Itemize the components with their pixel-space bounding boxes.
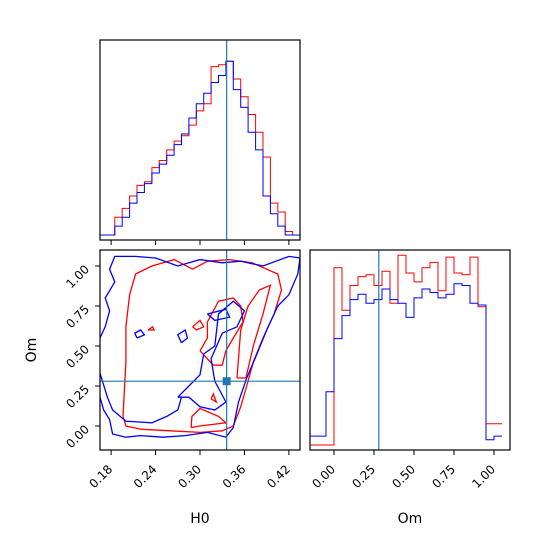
x-tick-label: 0.30 — [175, 462, 204, 491]
histogram-series-2 — [100, 60, 300, 236]
panel-h0-histogram — [99, 39, 301, 245]
contour-series-1-line-7 — [236, 284, 272, 379]
contour-series-1-line-4 — [147, 325, 156, 331]
x-tick-label: 1.00 — [469, 462, 498, 491]
y-tick-label: 0.25 — [63, 382, 92, 411]
y-tick-label: 0.00 — [63, 422, 92, 451]
contour-series-2-line-3 — [177, 300, 246, 411]
y-axis-label: Om — [24, 338, 40, 363]
x-tick-label: 0.00 — [309, 462, 338, 491]
panel-2d-contour: 0.18 0.24 0.30 0.36 0.42 0.00 0.25 0.50 0.75 1.0… — [24, 249, 301, 527]
contour-series-2-line-5 — [206, 308, 231, 322]
panel-frame — [309, 249, 511, 451]
y-tick-label: 0.50 — [63, 342, 92, 371]
truth-marker — [222, 377, 231, 386]
panel-om-histogram: 0.00 0.25 0.50 0.75 1.00 Om — [309, 249, 511, 527]
histogram-series-2 — [310, 283, 502, 441]
contour-series-1-line-2 — [190, 407, 228, 429]
contour-series-2-line-2 — [100, 373, 183, 424]
contour-series-1-line-6 — [192, 319, 205, 331]
contour-series-1-line-3 — [210, 392, 218, 404]
x-axis-label: Om — [398, 511, 423, 527]
x-tick-label: 0.18 — [86, 462, 115, 491]
x-tick-label: 0.36 — [220, 462, 249, 491]
contour-series-1-line-1 — [122, 258, 283, 434]
x-tick-label: 0.42 — [264, 462, 293, 491]
y-tick-label: 1.00 — [63, 262, 92, 291]
x-tick-label: 0.24 — [131, 462, 160, 491]
histogram-series-1 — [310, 254, 502, 446]
contour-series-1-line-5 — [199, 297, 244, 366]
contour-series-2-line-1 — [100, 255, 300, 438]
x-axis-label: H0 — [190, 511, 209, 527]
contour-series-2-line-4 — [176, 328, 189, 344]
x-tick-label: 0.50 — [389, 462, 418, 491]
histogram-series-1 — [100, 60, 300, 236]
contour-series-2-line-6 — [133, 329, 146, 339]
x-tick-label: 0.75 — [429, 462, 458, 491]
x-tick-label: 0.25 — [349, 462, 378, 491]
y-tick-label: 0.75 — [63, 302, 92, 331]
